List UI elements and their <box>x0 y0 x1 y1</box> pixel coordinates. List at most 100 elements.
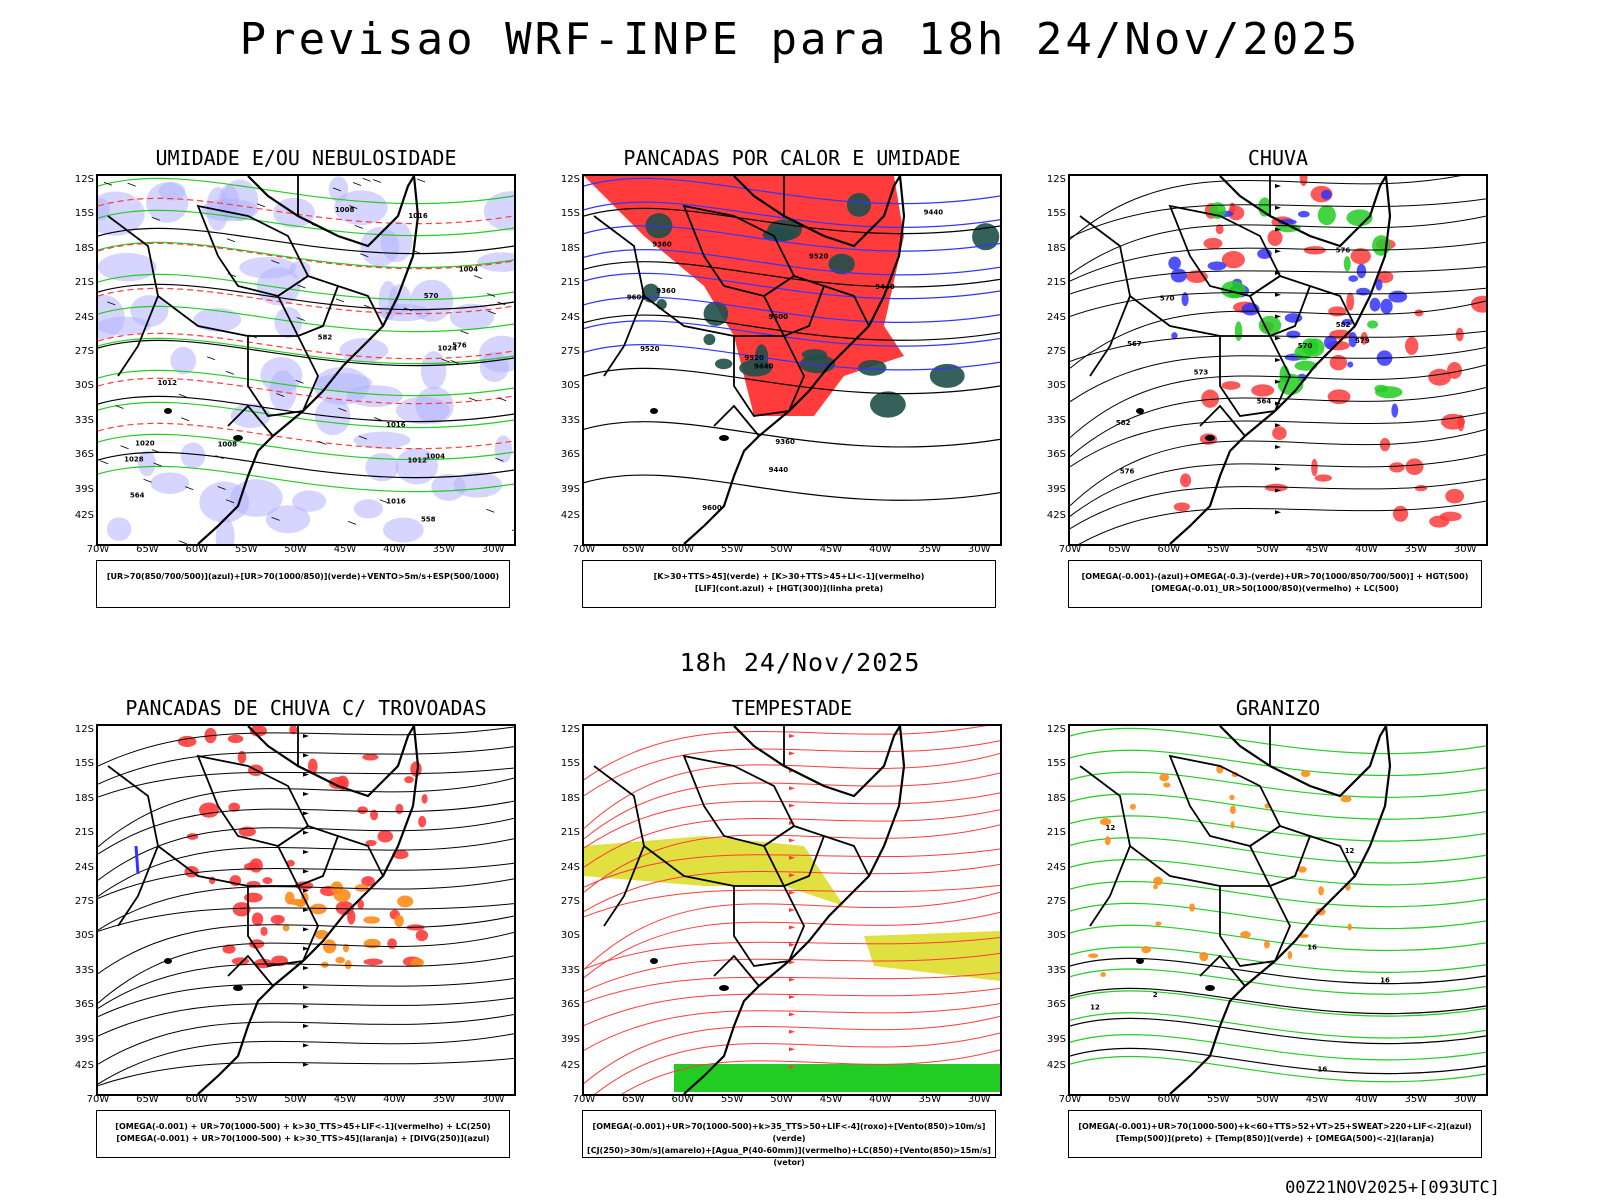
lat-tick-label: 39S <box>1046 483 1066 495</box>
coastline <box>683 176 906 544</box>
temp850-contour <box>1070 859 1486 886</box>
streamline-arrow <box>789 908 795 912</box>
streamline-arrow <box>789 995 795 999</box>
rain-area <box>1389 462 1405 473</box>
lat-tick-label: 24S <box>1046 861 1066 873</box>
streamline-arrow <box>303 1043 309 1048</box>
legend-line: [OMEGA(-0.001)+UR>70(1000-500)+k>35_TTS>… <box>592 1122 986 1143</box>
wind-vector <box>358 435 368 440</box>
lon-tick-label: 55W <box>234 1094 258 1105</box>
omega-area <box>1171 332 1178 340</box>
country-border <box>1199 404 1246 437</box>
lon-tick-label: 40W <box>383 1094 406 1105</box>
contour-label: 12 <box>1106 824 1116 832</box>
wind-vector <box>271 260 280 264</box>
rain-area <box>1267 229 1283 247</box>
lat-tick-label: 27S <box>1046 346 1066 357</box>
panel-umidade: UMIDADE E/OU NEBULOSIDADE 12S 15S 18S 21S 24… <box>36 146 516 626</box>
streamline <box>1070 478 1486 530</box>
lat-tick-label: 36S <box>74 449 94 461</box>
contour-label: 570 <box>424 292 439 300</box>
lat-tick-label: 12S <box>1046 174 1066 185</box>
contour-label: 567 <box>1127 340 1142 348</box>
lat-tick-label: 21S <box>560 277 580 289</box>
country-border <box>1079 215 1131 377</box>
lon-tick-label: 70W <box>572 544 596 555</box>
legend-line: [K>30+TTS>45](verde) + [K>30+TTS>45+LI<-… <box>653 572 925 581</box>
streamline <box>584 891 1000 970</box>
storm-area <box>387 938 397 950</box>
lat-tick-label: 27S <box>74 346 94 357</box>
contour-label: 576 <box>1336 247 1351 255</box>
streamline <box>98 931 514 1004</box>
country-border <box>1219 885 1291 967</box>
rain-area <box>1405 336 1419 355</box>
lake-marker <box>719 985 729 991</box>
coastline <box>1219 176 1387 248</box>
storm-area <box>249 726 267 737</box>
lat-tick-label: 12S <box>560 174 580 185</box>
convection-area <box>828 253 855 275</box>
contour-label: 9440 <box>769 466 789 474</box>
map-tempestade <box>582 724 1002 1096</box>
wind-vector <box>495 457 504 462</box>
lat-tick-label: 36S <box>1046 999 1066 1011</box>
country-border <box>247 335 319 417</box>
rain-area <box>1346 292 1355 311</box>
instability-area <box>282 924 290 932</box>
storm-area <box>392 849 409 860</box>
map-canvas <box>98 726 514 1094</box>
lat-tick-label: 18S <box>1046 242 1066 254</box>
lat-tick-label: 18S <box>560 242 580 254</box>
wind-vector <box>206 356 216 361</box>
streamline <box>1070 241 1486 282</box>
temp500-contour <box>1070 987 1486 1015</box>
streamline <box>584 987 1000 1027</box>
omega-area <box>1388 290 1408 303</box>
thickness-line <box>98 197 514 225</box>
rain-area <box>1429 515 1450 528</box>
streamline-arrow <box>1275 249 1281 254</box>
country-border <box>297 726 339 787</box>
country-border <box>762 275 826 338</box>
lat-tick-label: 42S <box>560 1060 580 1071</box>
contour-label: 1008 <box>218 441 238 449</box>
lon-tick-label: 65W <box>622 1094 645 1105</box>
instability-area <box>394 914 404 927</box>
contour-label: 582 <box>1116 419 1131 427</box>
lat-tick-label: 42S <box>74 510 94 521</box>
rain-area <box>1272 426 1287 441</box>
wind-vector <box>215 455 224 459</box>
lon-tick-label: 50W <box>770 1094 793 1105</box>
storm-area <box>347 909 356 925</box>
wind-vector <box>349 205 358 210</box>
country-border <box>713 954 760 987</box>
streamline <box>98 726 514 767</box>
legend-trovoadas: [OMEGA(-0.001) + UR>70(1000-500) + k>30_… <box>96 1110 510 1158</box>
wind-vector <box>180 417 190 422</box>
omega500-area <box>1189 903 1196 912</box>
map-canvas: 1004 1004 1008 1008 1012 1012 1016 1016 1020 1024… <box>98 176 514 544</box>
humidity-area <box>218 184 240 221</box>
streamline-arrow <box>1275 227 1281 232</box>
rain-area <box>1251 384 1275 397</box>
lake-marker <box>164 958 172 964</box>
lon-tick-label: 40W <box>1355 1094 1378 1105</box>
omega-area <box>1168 256 1181 270</box>
streamline-arrow <box>303 772 309 777</box>
humidity-area <box>453 472 503 498</box>
storm-area <box>357 899 365 910</box>
lat-tick-label: 18S <box>74 242 94 254</box>
omega500-area <box>1104 836 1111 846</box>
streamline <box>98 955 514 1009</box>
wind-vector <box>226 238 236 243</box>
country-border <box>643 845 735 887</box>
coastline <box>733 726 901 798</box>
legend-line: [OMEGA(-0.001) + UR>70(1000-500) + k>30_… <box>116 1134 490 1143</box>
omega-area <box>1356 287 1371 296</box>
panel-title: CHUVA <box>1247 146 1309 170</box>
lon-tick-label: 55W <box>720 1094 744 1105</box>
latitude-axis: 12S 15S 18S 21S 24S 27S 30S 33S 36S 39S 42S <box>546 174 580 546</box>
lat-tick-label: 15S <box>1046 758 1066 770</box>
legend-line: [OMEGA(-0.001) + UR>70(1000-500) + k>30_… <box>115 1122 491 1131</box>
